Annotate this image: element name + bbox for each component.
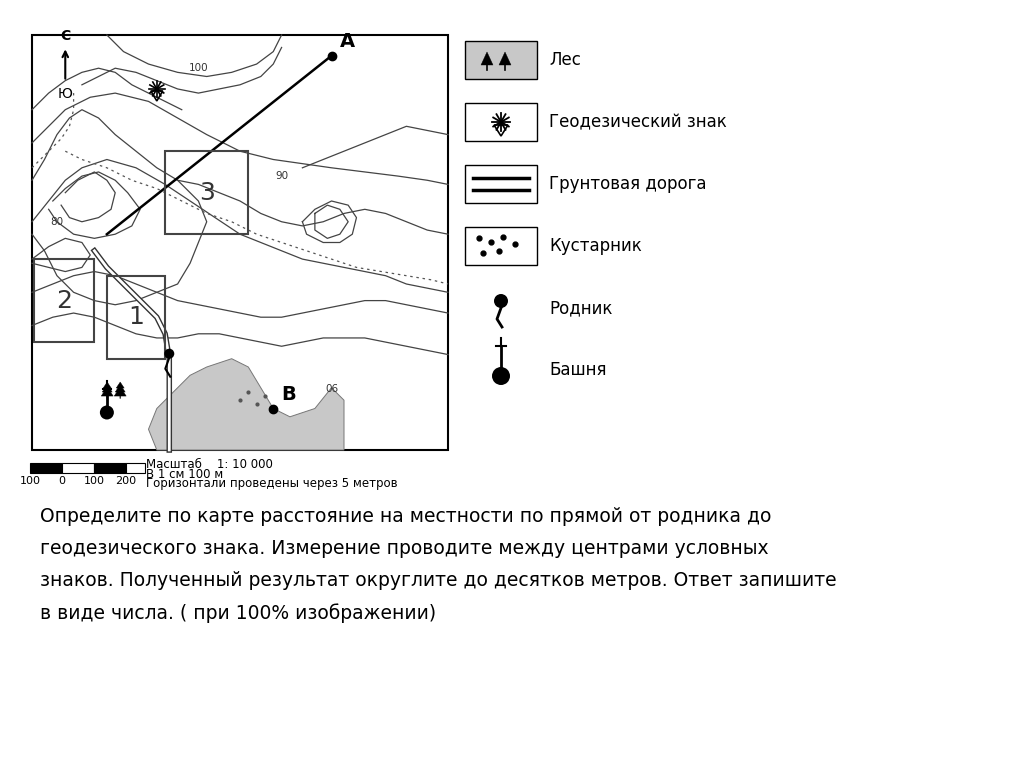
Polygon shape [148, 359, 344, 450]
Text: 3: 3 [199, 181, 215, 205]
Text: 1: 1 [128, 305, 144, 329]
Text: Грунтовая дорога: Грунтовая дорога [549, 175, 707, 193]
Polygon shape [115, 384, 125, 392]
Text: 06: 06 [325, 384, 338, 394]
Text: 0: 0 [58, 476, 66, 486]
Polygon shape [499, 52, 511, 65]
Polygon shape [115, 387, 126, 396]
Bar [465, 227, 537, 265]
Bar [465, 165, 537, 203]
Text: Определите по карте расстояние на местности по прямой от родника до: Определите по карте расстояние на местно… [40, 507, 771, 526]
Circle shape [494, 294, 508, 308]
Text: знаков. Полученный результат округлите до десятков метров. Ответ запишите: знаков. Полученный результат округлите д… [40, 571, 837, 590]
Bar [126, 463, 145, 473]
Text: B: B [282, 384, 296, 403]
Polygon shape [481, 52, 493, 65]
Bar [465, 41, 537, 79]
Bar [62, 463, 94, 473]
Bar [34, 259, 94, 342]
Text: A: A [340, 31, 354, 51]
Text: С: С [60, 28, 71, 42]
Text: Геодезический знак: Геодезический знак [549, 113, 727, 131]
Circle shape [164, 349, 174, 359]
Polygon shape [103, 382, 112, 388]
Bar [165, 151, 248, 234]
Text: Горизонтали проведены через 5 метров: Горизонтали проведены через 5 метров [146, 478, 397, 491]
Text: 100: 100 [188, 63, 208, 73]
Bar [30, 463, 62, 473]
Text: Масштаб    1: 10 000: Масштаб 1: 10 000 [146, 457, 272, 470]
Bar [106, 275, 165, 359]
Text: 200: 200 [116, 476, 136, 486]
Text: 100: 100 [19, 476, 41, 486]
Circle shape [100, 406, 114, 420]
Text: Лес: Лес [549, 51, 581, 69]
Text: 2: 2 [56, 288, 73, 313]
Text: В 1 см 100 м: В 1 см 100 м [146, 468, 223, 480]
Bar [94, 463, 126, 473]
Circle shape [492, 367, 510, 385]
Text: Башня: Башня [549, 361, 606, 379]
Text: 100: 100 [84, 476, 104, 486]
Text: 80: 80 [50, 217, 63, 227]
Bar [465, 103, 537, 141]
Text: геодезического знака. Измерение проводите между центрами условных: геодезического знака. Измерение проводит… [40, 539, 769, 558]
Polygon shape [116, 382, 124, 388]
Text: Родник: Родник [549, 299, 612, 317]
Text: Кустарник: Кустарник [549, 237, 642, 255]
Text: Ю: Ю [57, 87, 73, 100]
Polygon shape [101, 387, 114, 396]
Text: 90: 90 [275, 171, 288, 181]
Polygon shape [102, 384, 113, 392]
Text: в виде числа. ( при 100% изображении): в виде числа. ( при 100% изображении) [40, 603, 436, 623]
Bar [32, 35, 449, 450]
